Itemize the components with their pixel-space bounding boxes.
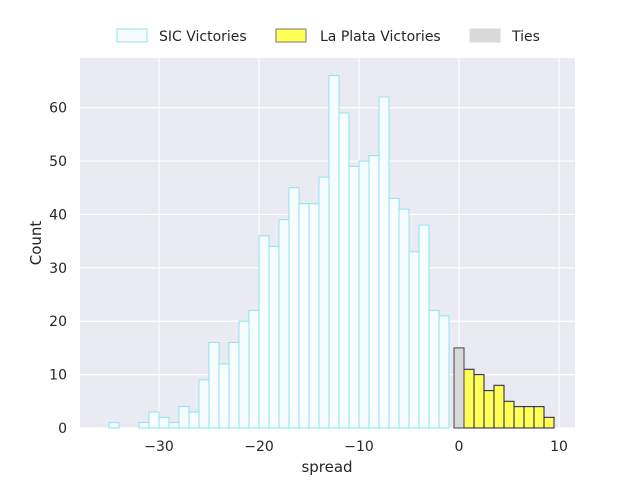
x-axis-label: spread <box>301 458 352 476</box>
sic-victories-bar <box>418 224 430 429</box>
la-plata-victories-bar <box>473 374 485 429</box>
legend-swatch-sic-victories <box>116 28 148 43</box>
la-plata-victories-bar <box>483 390 495 429</box>
la-plata-victories-bar <box>503 400 515 429</box>
sic-victories-bar <box>398 208 410 429</box>
legend-swatch-ties <box>469 28 501 43</box>
x-tick-label: −20 <box>244 439 274 455</box>
x-tick-label: −30 <box>144 439 174 455</box>
sic-victories-bar <box>368 155 380 429</box>
sic-victories-bar <box>338 112 350 429</box>
y-tick-label: 60 <box>49 101 67 117</box>
y-tick-label: 0 <box>58 421 67 437</box>
sic-victories-bar <box>258 235 270 429</box>
sic-victories-bar <box>188 411 200 429</box>
sic-victories-bar <box>158 416 170 429</box>
sic-victories-bar <box>348 165 360 429</box>
sic-victories-bar <box>108 422 120 429</box>
sic-victories-bar <box>288 187 300 429</box>
sic-victories-bar <box>248 310 260 429</box>
sic-victories-bar <box>378 96 390 429</box>
x-tick-label: 10 <box>550 439 568 455</box>
y-tick-label: 20 <box>49 314 67 330</box>
y-tick-label: 50 <box>49 154 67 170</box>
sic-victories-bar <box>178 406 190 429</box>
legend-swatch-la-plata-victories <box>275 28 307 43</box>
sic-victories-bar <box>278 219 290 429</box>
la-plata-victories-bar <box>463 368 475 429</box>
sic-victories-bar <box>198 379 210 429</box>
sic-victories-bar <box>318 176 330 429</box>
la-plata-victories-bar <box>543 416 555 429</box>
sic-victories-bar <box>358 160 370 429</box>
y-axis-label: Count <box>27 221 45 266</box>
sic-victories-bar <box>388 197 400 429</box>
sic-victories-bar <box>328 75 340 429</box>
sic-victories-bar <box>408 251 420 429</box>
la-plata-victories-bar <box>513 406 525 429</box>
sic-victories-bar <box>428 310 440 429</box>
legend-label-la-plata-victories: La Plata Victories <box>320 29 441 45</box>
legend: SIC Victories La Plata Victories Ties <box>116 28 540 45</box>
la-plata-victories-bar <box>523 406 535 429</box>
sic-victories-bar <box>148 411 160 429</box>
sic-victories-bar <box>238 320 250 429</box>
x-tick-label: −10 <box>344 439 374 455</box>
bars-group <box>108 75 555 429</box>
sic-victories-bar <box>308 203 320 429</box>
sic-victories-bar <box>208 342 220 429</box>
y-tick-label: 10 <box>49 368 67 384</box>
y-tick-label: 40 <box>49 207 67 223</box>
sic-victories-bar <box>438 315 450 429</box>
la-plata-victories-bar <box>533 406 545 429</box>
x-tick-label: 0 <box>455 439 464 455</box>
la-plata-victories-bar <box>493 384 505 429</box>
legend-label-sic-victories: SIC Victories <box>159 29 247 45</box>
legend-label-ties: Ties <box>511 29 540 45</box>
sic-victories-bar <box>298 203 310 429</box>
sic-victories-bar <box>218 363 230 429</box>
sic-victories-bar <box>138 422 150 429</box>
sic-victories-bar <box>268 245 280 429</box>
sic-victories-bar <box>228 342 240 429</box>
y-tick-label: 30 <box>49 261 67 277</box>
ties-bar <box>453 347 465 429</box>
tick-labels: −30 −20 −10 0 10 0 10 20 30 40 50 60 <box>49 101 568 455</box>
sic-victories-bar <box>168 422 180 429</box>
